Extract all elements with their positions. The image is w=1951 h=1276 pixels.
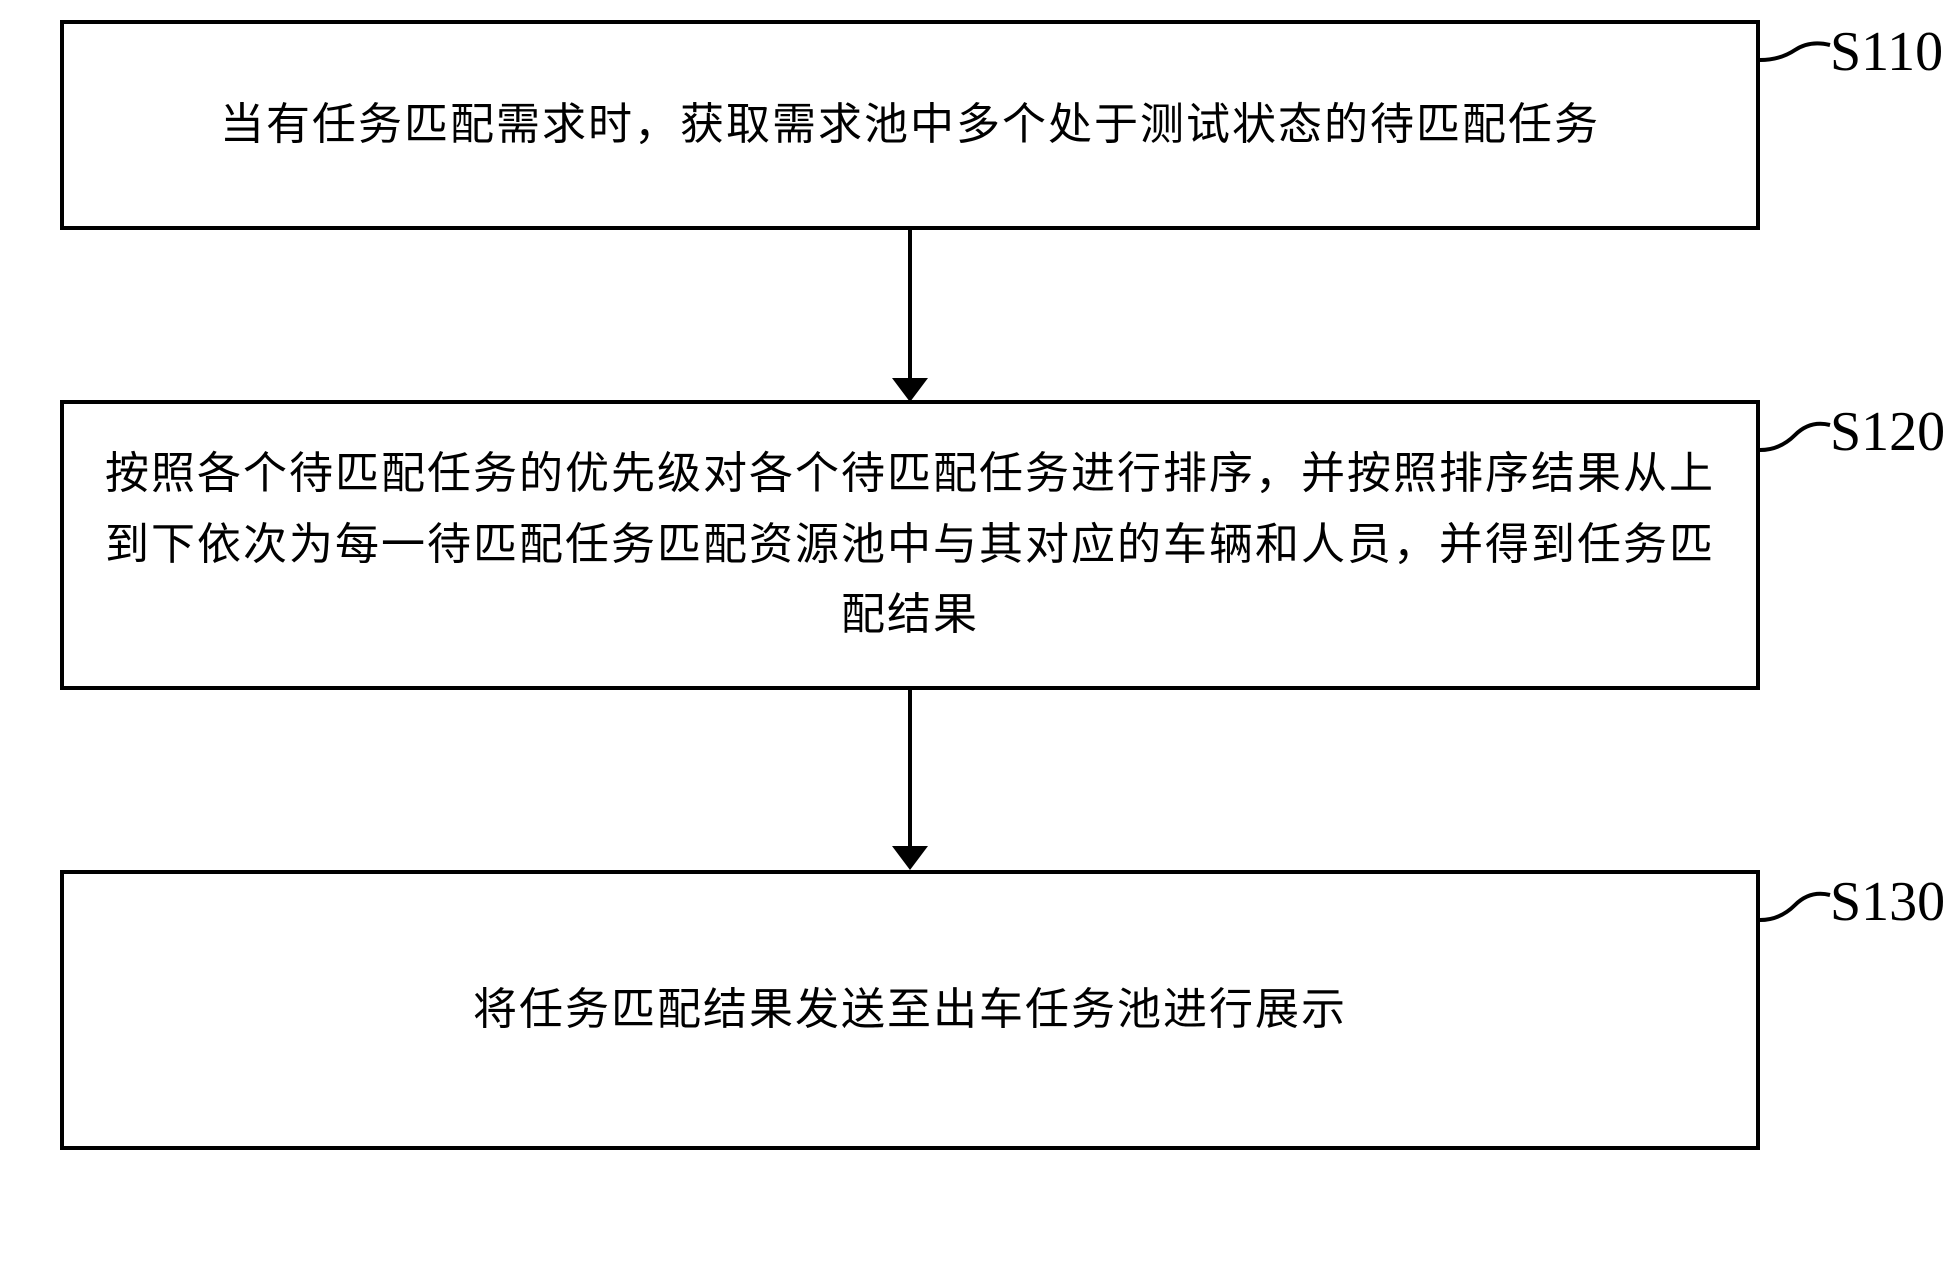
flow-step-label-3: S130 bbox=[1830, 870, 1945, 934]
flow-step-text-1: 当有任务匹配需求时，获取需求池中多个处于测试状态的待匹配任务 bbox=[220, 90, 1600, 160]
flow-arrow-1 bbox=[892, 378, 928, 402]
flow-step-text-3: 将任务匹配结果发送至出车任务池进行展示 bbox=[473, 975, 1347, 1045]
flow-arrow-2 bbox=[892, 846, 928, 870]
callout-line-3 bbox=[1760, 885, 1840, 935]
callout-line-1 bbox=[1760, 35, 1840, 75]
flow-connector-1 bbox=[908, 230, 912, 380]
flow-step-label-2: S120 bbox=[1830, 400, 1945, 464]
flow-step-box-2: 按照各个待匹配任务的优先级对各个待匹配任务进行排序，并按照排序结果从上到下依次为… bbox=[60, 400, 1760, 690]
callout-line-2 bbox=[1760, 415, 1840, 465]
flow-step-label-1: S110 bbox=[1830, 20, 1943, 84]
flow-step-text-2: 按照各个待匹配任务的优先级对各个待匹配任务进行排序，并按照排序结果从上到下依次为… bbox=[104, 439, 1716, 650]
flowchart-container: 当有任务匹配需求时，获取需求池中多个处于测试状态的待匹配任务 S110 按照各个… bbox=[0, 0, 1951, 1276]
flow-step-box-3: 将任务匹配结果发送至出车任务池进行展示 bbox=[60, 870, 1760, 1150]
flow-connector-2 bbox=[908, 690, 912, 848]
flow-step-box-1: 当有任务匹配需求时，获取需求池中多个处于测试状态的待匹配任务 bbox=[60, 20, 1760, 230]
